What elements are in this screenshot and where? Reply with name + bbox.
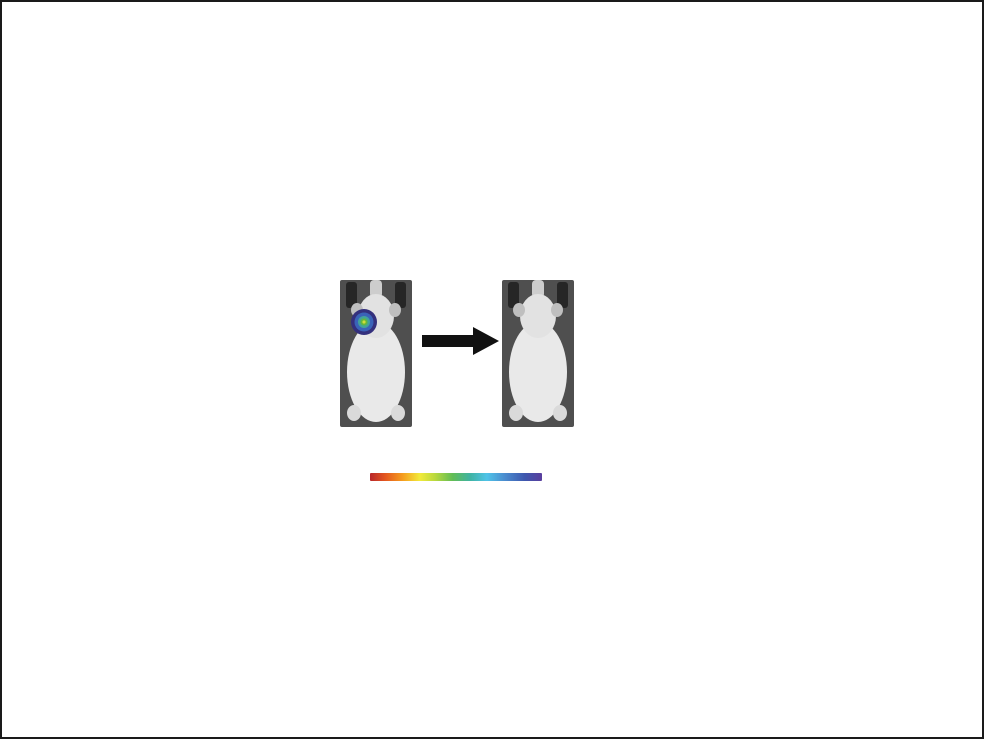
- imaging-section: [334, 268, 634, 516]
- change-table-section: [602, 284, 982, 484]
- arrow-icon: [422, 326, 500, 356]
- radiance-blob-icon: [351, 309, 377, 335]
- panel-e: [10, 516, 978, 737]
- panel-c: [656, 10, 982, 264]
- radiance-scale-bar: [370, 473, 542, 481]
- mouse-image-posttreatment: [502, 280, 574, 427]
- mouse-image-pretreatment: [340, 280, 412, 427]
- mouse-drawing-posttreatment: [502, 280, 574, 427]
- panel-a: [10, 10, 328, 264]
- panel-d: [10, 268, 332, 516]
- mouse-drawing-pretreatment: [340, 280, 412, 427]
- panel-b: [332, 10, 654, 264]
- radiance-scale-ticks: [370, 460, 542, 472]
